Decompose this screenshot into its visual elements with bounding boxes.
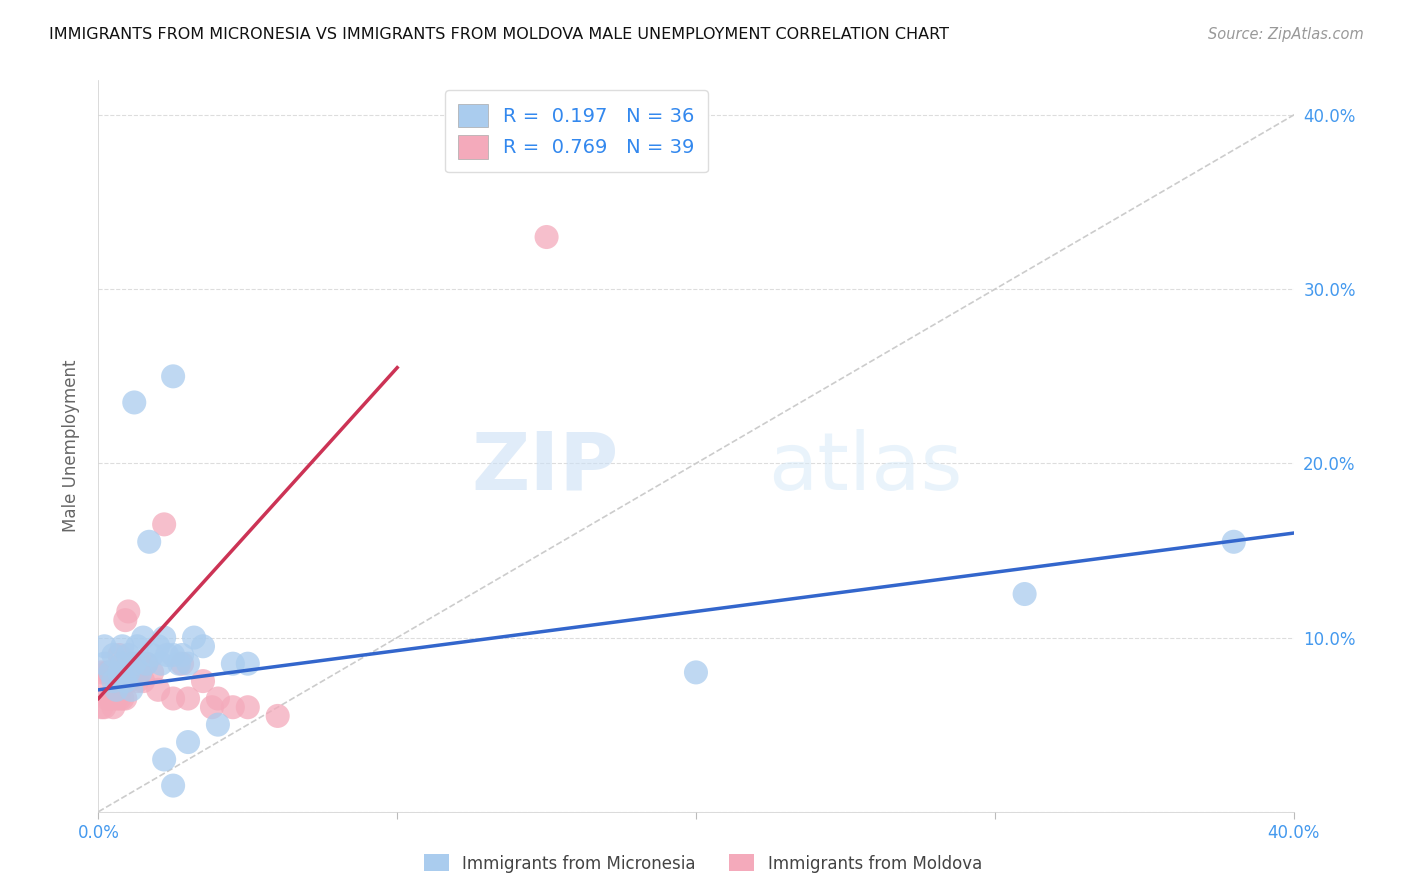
Point (93, 640, 115, 654)
Legend: Immigrants from Micronesia, Immigrants from Moldova: Immigrants from Micronesia, Immigrants f… (418, 847, 988, 880)
Point (124, 665, 146, 680)
Point (105, 665, 128, 680)
Point (93, 657, 115, 671)
Text: atlas: atlas (768, 429, 962, 507)
Point (117, 648, 139, 662)
Point (103, 665, 125, 680)
Point (124, 657, 146, 671)
Point (207, 717, 229, 731)
Point (129, 665, 152, 680)
Point (267, 709, 290, 723)
Point (111, 640, 134, 654)
Point (90, 665, 112, 680)
Point (177, 735, 200, 749)
Point (127, 640, 149, 654)
Point (105, 691, 128, 706)
Point (162, 648, 184, 662)
Point (172, 657, 194, 671)
Point (153, 631, 176, 645)
Point (108, 648, 131, 662)
Point (162, 369, 184, 384)
Point (120, 682, 142, 697)
Point (117, 665, 139, 680)
Point (103, 648, 125, 662)
Point (148, 682, 170, 697)
Point (1223, 534, 1246, 549)
Point (207, 691, 229, 706)
Point (111, 657, 134, 671)
Point (162, 779, 184, 793)
Point (103, 700, 125, 714)
Y-axis label: Male Unemployment: Male Unemployment (62, 359, 80, 533)
Point (114, 691, 136, 706)
Point (148, 640, 170, 654)
Point (117, 674, 139, 689)
Point (98, 665, 122, 680)
Point (177, 691, 200, 706)
Point (183, 631, 205, 645)
Point (191, 674, 214, 689)
Point (135, 657, 157, 671)
Point (96, 691, 118, 706)
Point (135, 657, 157, 671)
Point (120, 657, 142, 671)
Point (191, 640, 214, 654)
Point (236, 657, 259, 671)
Point (236, 700, 259, 714)
Point (111, 665, 134, 680)
Point (124, 395, 146, 409)
Point (172, 648, 194, 662)
Point (129, 657, 152, 671)
Point (108, 665, 131, 680)
Point (111, 691, 134, 706)
Point (141, 665, 163, 680)
Point (153, 517, 176, 532)
Point (150, 657, 173, 671)
Point (177, 657, 200, 671)
Point (98, 691, 122, 706)
Point (98, 665, 122, 680)
Point (222, 700, 245, 714)
Point (114, 674, 136, 689)
Point (96, 665, 118, 680)
Point (201, 700, 224, 714)
Point (156, 648, 179, 662)
Point (1014, 587, 1036, 601)
Point (685, 665, 707, 680)
Point (162, 691, 184, 706)
Point (132, 674, 155, 689)
Point (117, 604, 139, 618)
Point (153, 752, 176, 766)
Point (536, 230, 558, 244)
Text: Source: ZipAtlas.com: Source: ZipAtlas.com (1208, 27, 1364, 42)
Text: IMMIGRANTS FROM MICRONESIA VS IMMIGRANTS FROM MOLDOVA MALE UNEMPLOYMENT CORRELAT: IMMIGRANTS FROM MICRONESIA VS IMMIGRANTS… (49, 27, 949, 42)
Point (93, 700, 115, 714)
Point (127, 674, 149, 689)
Point (103, 674, 125, 689)
Point (90, 700, 112, 714)
Point (93, 674, 115, 689)
Point (132, 631, 155, 645)
Point (138, 534, 160, 549)
Point (141, 648, 163, 662)
Point (167, 657, 190, 671)
Point (105, 682, 128, 697)
Point (108, 691, 131, 706)
Point (114, 613, 136, 627)
Legend: R =  0.197   N = 36, R =  0.769   N = 39: R = 0.197 N = 36, R = 0.769 N = 39 (444, 90, 709, 172)
Text: ZIP: ZIP (471, 429, 619, 507)
Point (222, 657, 245, 671)
